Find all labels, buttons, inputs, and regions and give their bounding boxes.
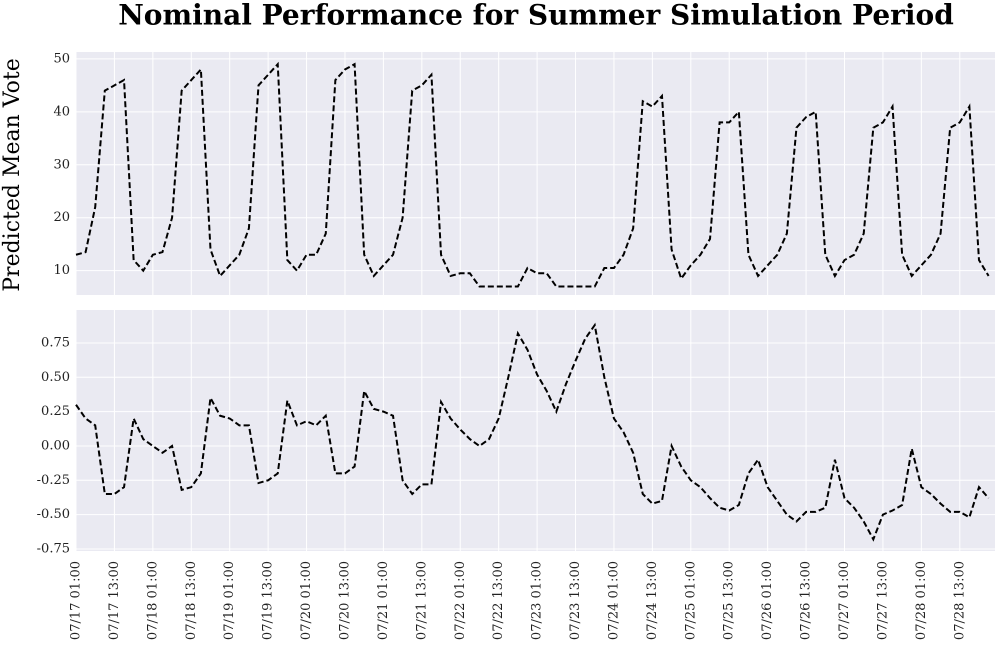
x-tick-label: 07/17 13:00 bbox=[107, 561, 122, 640]
data-line bbox=[75, 61, 990, 288]
x-tick-label: 07/28 01:00 bbox=[914, 561, 929, 640]
y-tick-label: 10 bbox=[53, 263, 70, 278]
x-tick-label: 07/24 01:00 bbox=[606, 561, 621, 640]
x-tick-label: 07/28 13:00 bbox=[952, 561, 967, 640]
x-tick-label: 07/21 13:00 bbox=[414, 561, 429, 640]
plot-area bbox=[76, 52, 995, 295]
x-tick-label: 07/18 13:00 bbox=[184, 561, 199, 640]
y-tick-label: 0.50 bbox=[41, 370, 70, 385]
y-tick-label: 40 bbox=[53, 104, 70, 119]
chart-title: Nominal Performance for Summer Simulatio… bbox=[118, 0, 954, 32]
x-tick-label: 07/27 13:00 bbox=[875, 561, 890, 640]
x-tick-label: 07/24 13:00 bbox=[645, 561, 660, 640]
plot-area bbox=[76, 310, 995, 551]
y-tick-label: 20 bbox=[53, 210, 70, 225]
x-tick-label: 07/20 13:00 bbox=[337, 561, 352, 640]
x-tick-label: 07/23 13:00 bbox=[568, 561, 583, 640]
data-line bbox=[75, 322, 990, 542]
y-tick-label: 30 bbox=[53, 157, 70, 172]
x-tick-label: 07/26 01:00 bbox=[760, 561, 775, 640]
y-tick-label: -0.75 bbox=[37, 541, 70, 556]
x-tick-label: 07/21 01:00 bbox=[376, 561, 391, 640]
x-tick-label: 07/20 01:00 bbox=[299, 561, 314, 640]
x-tick-label: 07/27 01:00 bbox=[837, 561, 852, 640]
x-tick-label: 07/17 01:00 bbox=[69, 561, 84, 640]
y-axis-label: Predicted Mean Vote bbox=[0, 58, 25, 292]
x-tick-label: 07/22 01:00 bbox=[453, 561, 468, 640]
x-tick-label: 07/25 13:00 bbox=[722, 561, 737, 640]
x-tick-label: 07/22 13:00 bbox=[491, 561, 506, 640]
y-tick-label: -0.50 bbox=[37, 507, 70, 522]
y-tick-label: 0.00 bbox=[41, 438, 70, 453]
y-tick-label: 50 bbox=[53, 51, 70, 66]
x-tick-label: 07/25 01:00 bbox=[683, 561, 698, 640]
x-tick-label: 07/26 13:00 bbox=[799, 561, 814, 640]
x-tick-label: 07/19 01:00 bbox=[222, 561, 237, 640]
x-tick-label: 07/23 01:00 bbox=[530, 561, 545, 640]
y-tick-label: 0.75 bbox=[41, 335, 70, 350]
x-tick-label: 07/18 01:00 bbox=[145, 561, 160, 640]
y-tick-label: -0.25 bbox=[37, 473, 70, 488]
x-tick-label: 07/19 13:00 bbox=[261, 561, 276, 640]
y-tick-label: 0.25 bbox=[41, 404, 70, 419]
